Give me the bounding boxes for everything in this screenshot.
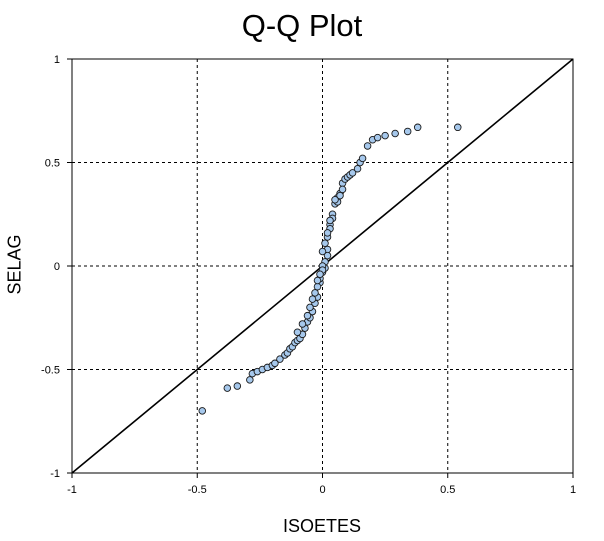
data-point <box>311 289 319 297</box>
data-point <box>363 142 372 150</box>
y-tick-label: 1 <box>54 54 60 66</box>
data-point <box>313 282 322 291</box>
data-points <box>198 123 462 415</box>
data-point <box>331 196 339 204</box>
data-point <box>303 311 312 320</box>
data-point <box>321 239 329 247</box>
data-point <box>348 169 357 177</box>
data-point <box>298 320 307 328</box>
data-point <box>326 216 334 225</box>
axis-ticks: -1 -0.5 0 0.5 1 1 0.5 0 -0.5 -1 <box>41 54 576 496</box>
data-point <box>403 127 412 136</box>
data-point <box>358 154 367 163</box>
data-point <box>233 382 242 390</box>
x-tick-label: -1 <box>67 484 77 496</box>
data-point <box>336 191 344 200</box>
data-point <box>246 376 254 384</box>
data-point <box>381 131 389 140</box>
data-point <box>198 407 207 415</box>
data-point <box>276 355 284 363</box>
data-point <box>353 164 362 173</box>
x-tick-label: 0.5 <box>440 484 455 496</box>
data-point <box>373 133 382 142</box>
data-point <box>323 251 332 260</box>
data-point <box>338 185 347 194</box>
data-point <box>316 270 324 279</box>
x-tick-label: -0.5 <box>188 484 207 496</box>
data-point <box>413 123 422 132</box>
chart-title: Q-Q Plot <box>241 8 363 43</box>
y-tick-label: 0.5 <box>45 158 60 170</box>
data-point <box>391 129 399 138</box>
data-point <box>454 123 462 132</box>
y-tick-label: -0.5 <box>41 365 60 377</box>
x-tick-label: 1 <box>570 484 576 496</box>
data-point <box>313 276 322 285</box>
data-point <box>306 303 314 312</box>
x-axis-label: ISOETES <box>282 516 362 536</box>
x-tick-label: 0 <box>319 484 325 496</box>
y-tick-label: -1 <box>50 468 60 480</box>
data-point <box>293 328 302 336</box>
data-point <box>223 384 232 392</box>
data-point <box>271 359 279 368</box>
data-point <box>318 247 327 256</box>
y-tick-label: 0 <box>54 261 60 273</box>
data-point <box>323 229 332 237</box>
data-point <box>308 295 317 303</box>
